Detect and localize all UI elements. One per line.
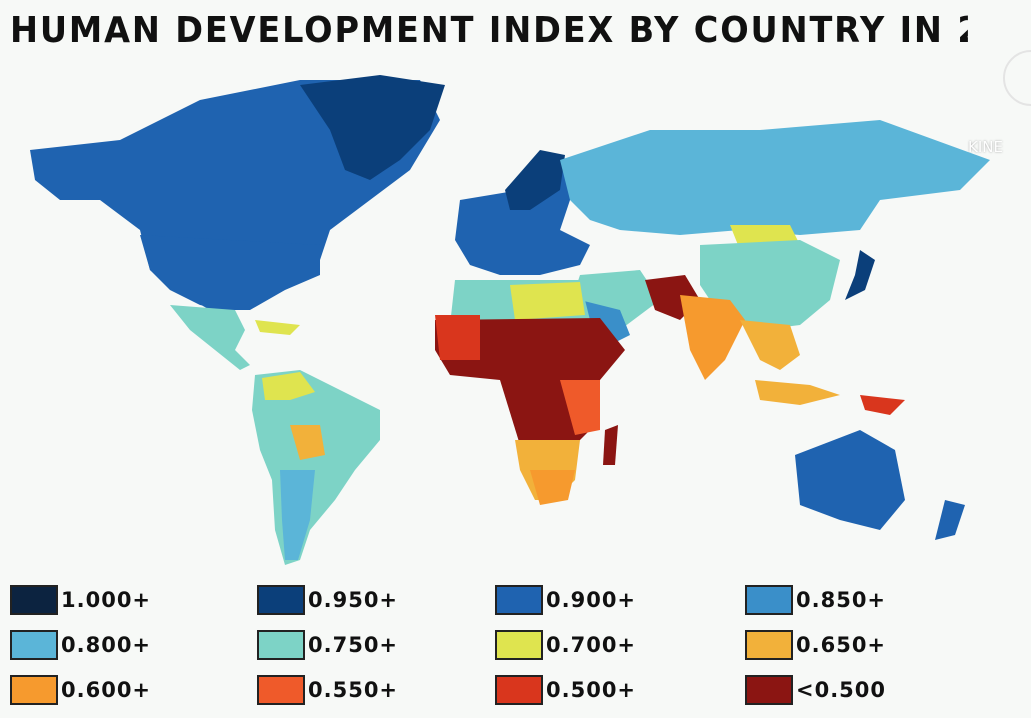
legend-swatch (495, 675, 543, 705)
legend-item: 0.800+ (10, 628, 151, 662)
region-east-africa (560, 380, 600, 435)
legend-item: 0.850+ (745, 583, 886, 617)
legend-swatch (745, 675, 793, 705)
region-usa (140, 235, 320, 310)
region-australia (795, 430, 905, 530)
legend-item: <0.500 (745, 673, 886, 707)
region-south-africa (530, 470, 575, 505)
legend-swatch (257, 585, 305, 615)
legend-swatch (10, 630, 58, 660)
legend-label: 0.800+ (61, 633, 152, 657)
region-new-zealand (935, 500, 965, 540)
region-sahel (435, 318, 625, 390)
legend-label: 0.950+ (308, 588, 399, 612)
legend-item: 0.650+ (745, 628, 886, 662)
legend-item: 0.900+ (495, 583, 636, 617)
region-chile-argentina (280, 470, 315, 560)
region-japan (845, 250, 875, 300)
legend-item: 1.000+ (10, 583, 151, 617)
legend-item: 0.950+ (257, 583, 398, 617)
legend-swatch (495, 585, 543, 615)
legend-label: 0.550+ (308, 678, 399, 702)
region-russia (560, 120, 990, 235)
legend: 1.000+ 0.950+ 0.900+ 0.850+ 0.800+ 0.750… (10, 583, 1020, 713)
legend-item: 0.750+ (257, 628, 398, 662)
world-map (30, 75, 990, 565)
legend-swatch (495, 630, 543, 660)
legend-label: 0.900+ (546, 588, 637, 612)
legend-label: 0.700+ (546, 633, 637, 657)
legend-swatch (10, 675, 58, 705)
region-southeast-asia (740, 320, 800, 370)
region-west-africa (435, 315, 480, 360)
region-mexico-central-america (170, 305, 250, 370)
legend-item: 0.600+ (10, 673, 151, 707)
legend-label: 1.000+ (61, 588, 152, 612)
region-libya-egypt (510, 282, 585, 320)
region-indonesia (755, 380, 840, 405)
region-png (860, 395, 905, 415)
watermark-text: KINE (968, 138, 1003, 156)
region-caribbean (255, 320, 300, 335)
legend-item: 0.700+ (495, 628, 636, 662)
region-colombia-venezuela (262, 372, 315, 400)
legend-swatch (257, 630, 305, 660)
legend-label: 0.500+ (546, 678, 637, 702)
legend-label: 0.650+ (796, 633, 887, 657)
region-greenland (300, 75, 445, 180)
legend-swatch (257, 675, 305, 705)
region-bolivia (290, 425, 325, 460)
legend-swatch (745, 585, 793, 615)
legend-label: 0.750+ (308, 633, 399, 657)
legend-swatch (10, 585, 58, 615)
legend-label: <0.500 (796, 678, 887, 702)
legend-swatch (745, 630, 793, 660)
region-madagascar (603, 425, 618, 465)
legend-label: 0.600+ (61, 678, 152, 702)
region-india (680, 295, 745, 380)
region-scandinavia (505, 150, 565, 210)
legend-item: 0.500+ (495, 673, 636, 707)
legend-label: 0.850+ (796, 588, 887, 612)
legend-item: 0.550+ (257, 673, 398, 707)
map-title: HUMAN DEVELOPMENT INDEX BY COUNTRY IN 20… (10, 10, 968, 51)
